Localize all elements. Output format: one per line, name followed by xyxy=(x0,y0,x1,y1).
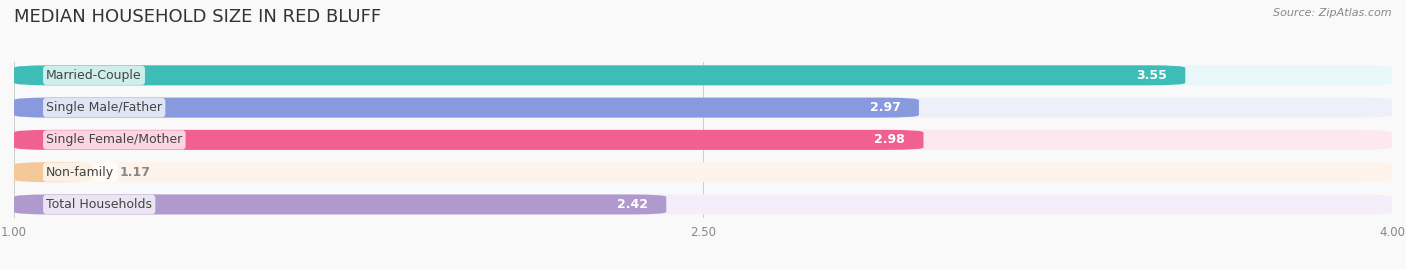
FancyBboxPatch shape xyxy=(14,65,1185,85)
Text: Source: ZipAtlas.com: Source: ZipAtlas.com xyxy=(1274,8,1392,18)
FancyBboxPatch shape xyxy=(14,162,1392,182)
Text: 2.98: 2.98 xyxy=(875,133,905,146)
FancyBboxPatch shape xyxy=(14,98,920,118)
FancyBboxPatch shape xyxy=(14,98,1392,118)
Text: Non-family: Non-family xyxy=(46,166,114,179)
Text: 2.42: 2.42 xyxy=(617,198,648,211)
FancyBboxPatch shape xyxy=(14,65,1392,85)
Text: 1.17: 1.17 xyxy=(120,166,150,179)
FancyBboxPatch shape xyxy=(14,130,1392,150)
FancyBboxPatch shape xyxy=(14,194,666,214)
FancyBboxPatch shape xyxy=(14,130,924,150)
Text: Married-Couple: Married-Couple xyxy=(46,69,142,82)
FancyBboxPatch shape xyxy=(14,194,1392,214)
Text: 3.55: 3.55 xyxy=(1136,69,1167,82)
Text: 2.97: 2.97 xyxy=(870,101,900,114)
Text: MEDIAN HOUSEHOLD SIZE IN RED BLUFF: MEDIAN HOUSEHOLD SIZE IN RED BLUFF xyxy=(14,8,381,26)
Text: Total Households: Total Households xyxy=(46,198,152,211)
Text: Single Male/Father: Single Male/Father xyxy=(46,101,162,114)
Text: Single Female/Mother: Single Female/Mother xyxy=(46,133,183,146)
FancyBboxPatch shape xyxy=(14,162,93,182)
